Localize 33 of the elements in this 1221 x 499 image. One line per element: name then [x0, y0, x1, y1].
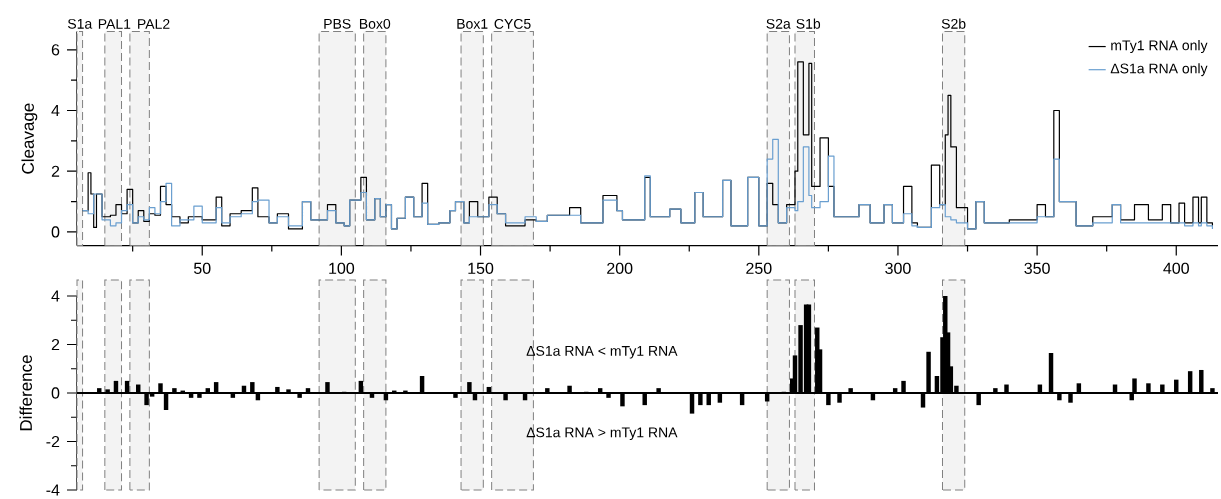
x-tick-label: 50 [193, 262, 211, 274]
band-label: Box0 [359, 18, 391, 29]
x-tick-label: 250 [746, 262, 772, 274]
y-tick-label: 0 [51, 226, 60, 238]
y-tick-label: 4 [51, 290, 60, 302]
x-tick-label: 400 [1163, 262, 1189, 274]
y-axis-title: Difference [19, 355, 32, 431]
x-tick-label: 300 [885, 262, 911, 274]
x-tick-label: 200 [607, 262, 633, 274]
band-label: PAL1 [98, 19, 131, 29]
y-axis-title: Cleavage [21, 103, 38, 174]
y-tick-label: 2 [51, 165, 60, 177]
y-tick-label: 0 [51, 387, 60, 399]
y-tick-label: 4 [51, 105, 60, 117]
y-tick-label: -2 [46, 435, 60, 448]
band-label: S1b [796, 18, 821, 29]
band-label: PAL2 [138, 19, 170, 29]
x-tick-label: 150 [468, 262, 494, 274]
annotation: ΔS1a RNA > mTy1 RNA [526, 427, 678, 441]
band-label: S2a [766, 18, 791, 29]
annotation: ΔS1a RNA < mTy1 RNA [526, 345, 678, 359]
x-tick-label: 350 [1024, 262, 1050, 274]
x-tick-label: 100 [329, 262, 355, 274]
y-tick-label: -4 [46, 484, 60, 496]
y-tick-label: 6 [51, 44, 60, 56]
band-label: CYC5 [494, 18, 531, 29]
y-tick-label: 2 [51, 338, 60, 351]
band-label: S2b [941, 18, 966, 29]
band-label: S1a [67, 18, 93, 29]
legend-label: ΔS1a RNA only [1110, 63, 1208, 77]
legend-label: mTy1 RNA only [1111, 40, 1208, 54]
band-label: PBS [324, 18, 351, 29]
band-label: Box1 [457, 19, 488, 29]
